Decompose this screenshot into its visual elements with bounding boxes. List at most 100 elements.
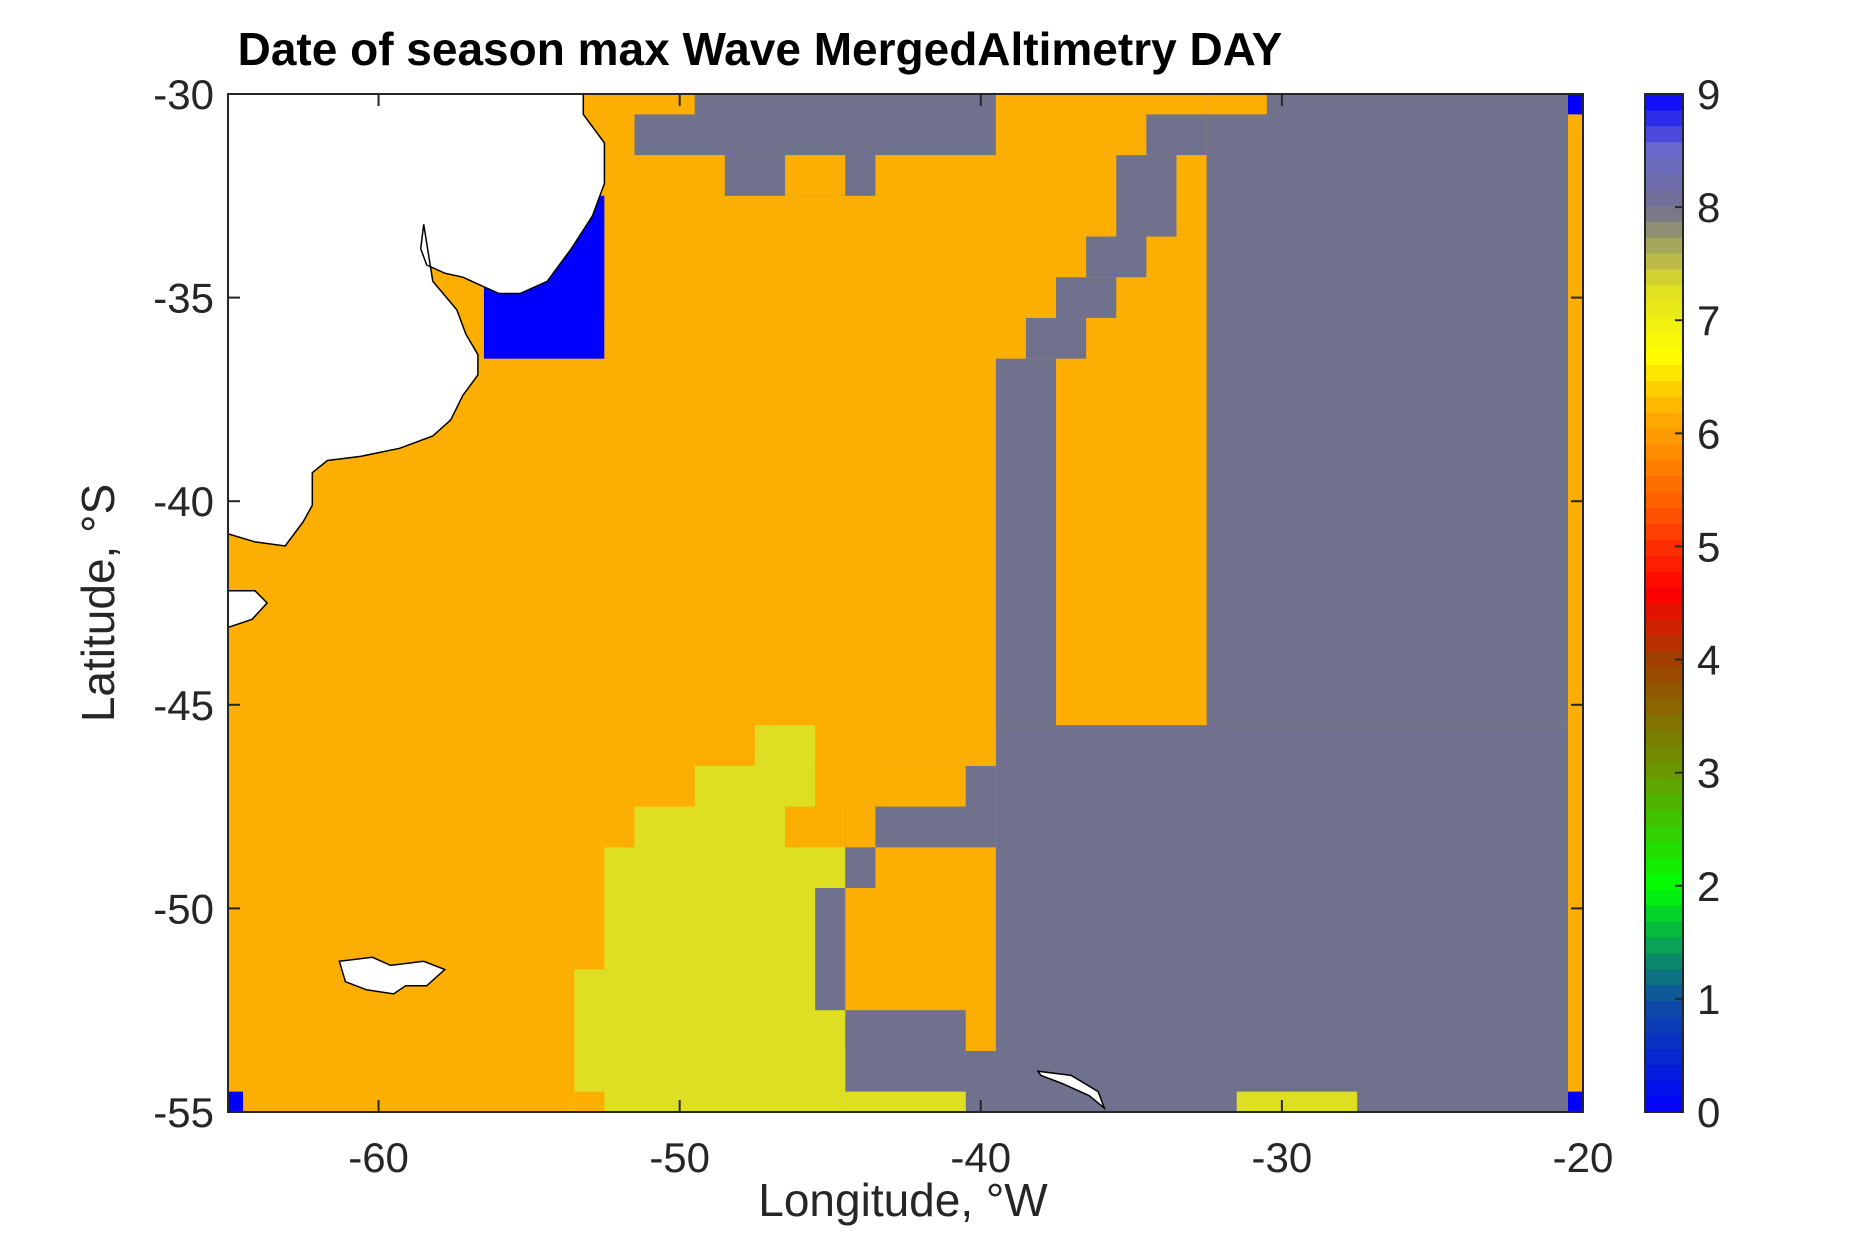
colorbar-band (1645, 1016, 1683, 1034)
x-axis: -60 -50 -40 -30 -20 (348, 94, 1613, 1181)
colorbar-tick-label: 0 (1697, 1089, 1720, 1136)
colorbar-tick-label: 3 (1697, 750, 1720, 797)
colorbar-band (1645, 205, 1683, 222)
colorbar-band (1645, 237, 1683, 254)
colorbar-band (1645, 94, 1683, 111)
colorbar-band (1645, 1064, 1683, 1081)
colorbar-band (1645, 857, 1683, 875)
colorbar-band (1645, 555, 1683, 572)
south-america-coastline (227, 93, 606, 547)
colorbar: 0 1 2 3 4 5 6 7 8 9 (1644, 71, 1720, 1136)
colorbar-band (1645, 1000, 1683, 1018)
colorbar-tick-label: 5 (1697, 523, 1720, 570)
colorbar-band (1645, 157, 1683, 175)
colorbar-band (1645, 109, 1683, 127)
heatmap-region-8-step-2 (815, 888, 846, 1011)
heatmap-region-8-step-10 (1116, 155, 1177, 237)
colorbar-band (1645, 1080, 1683, 1097)
colorbar-band (1645, 443, 1683, 461)
heatmap-region-6-step-4 (604, 317, 635, 400)
colorbar-band (1645, 1032, 1683, 1049)
south-georgia-island (1036, 1070, 1106, 1111)
colorbar-band (1645, 777, 1683, 795)
heatmap-region-8-step-4 (965, 1050, 1057, 1112)
colorbar-band (1645, 952, 1683, 970)
colorbar-band (1645, 189, 1683, 206)
heatmap-region-8-1 (1206, 94, 1568, 726)
colorbar-band (1645, 618, 1683, 636)
colorbar-band (1645, 459, 1683, 477)
colorbar-band (1645, 682, 1683, 700)
colorbar-band (1645, 475, 1683, 493)
colorbar-band (1645, 714, 1683, 731)
colorbar-band (1645, 571, 1683, 588)
colorbar-tick-label: 1 (1697, 976, 1720, 1023)
colorbar-band (1645, 905, 1683, 922)
colorbar-tick-label: 6 (1697, 410, 1720, 457)
colorbar-band (1645, 173, 1683, 191)
colorbar-band (1645, 125, 1683, 143)
colorbar-band (1645, 253, 1683, 270)
colorbar-tick-label: 7 (1697, 297, 1720, 344)
heatmap-region-8-step-7 (1025, 317, 1087, 359)
heatmap-region-6-step-8 (1206, 94, 1267, 115)
heatmap-region-8-step-5 (1056, 1091, 1117, 1112)
colorbar-band (1645, 1048, 1683, 1065)
x-tick-label: -30 (1252, 1134, 1313, 1181)
heatmap-region-8-step-9 (1086, 236, 1147, 278)
heatmap-region-7-step-5 (845, 1091, 966, 1112)
falkland-islands (338, 956, 447, 995)
colorbar-band (1645, 730, 1683, 747)
y-tick-label: -55 (153, 1089, 214, 1136)
y-tick-label: -45 (153, 682, 214, 729)
heatmap-region-6-step-3 (845, 806, 876, 848)
colorbar-band (1645, 634, 1683, 652)
heatmap-region-0-corner-2 (1567, 94, 1583, 115)
heatmap-region-6-step-1 (875, 765, 966, 807)
heatmap-region-8-step-3 (845, 1010, 966, 1092)
heatmap-region-8-step-11 (1146, 114, 1207, 156)
x-tick-label: -60 (348, 1134, 409, 1181)
colorbar-band (1645, 428, 1683, 445)
colorbar-band (1645, 762, 1683, 779)
colorbar-band (1645, 937, 1683, 954)
colorbar-band (1645, 316, 1683, 334)
colorbar-band (1645, 968, 1683, 986)
colorbar-tick-label: 2 (1697, 863, 1720, 910)
colorbar-band (1645, 507, 1683, 525)
heatmap-region-6-step-2 (815, 765, 876, 807)
colorbar-band (1645, 412, 1683, 429)
colorbar-band (1645, 889, 1683, 906)
colorbar-band (1645, 141, 1683, 159)
heatmap-region-8-0 (995, 725, 1568, 1112)
heatmap-region-6-step-6 (634, 94, 695, 115)
x-tick-label: -50 (649, 1134, 710, 1181)
chart-title: Date of season max Wave MergedAltimetry … (237, 23, 1283, 75)
colorbar-tick-label: 9 (1697, 71, 1720, 118)
colorbar-band (1645, 793, 1683, 811)
y-tick-label: -50 (153, 885, 214, 932)
colorbar-band (1645, 873, 1683, 890)
colorbar-band (1645, 746, 1683, 763)
colorbar-band (1645, 539, 1683, 556)
colorbar-band (1645, 380, 1683, 397)
heatmap-region-0-corner-0 (228, 1091, 244, 1112)
colorbar-band (1645, 364, 1683, 381)
colorbar-band (1645, 332, 1683, 350)
colorbar-band (1645, 984, 1683, 1002)
colorbar-band (1645, 809, 1683, 827)
heatmap-region-7-step-1 (754, 725, 816, 807)
colorbar-band (1645, 603, 1683, 620)
y-tick-label: -30 (153, 71, 214, 118)
colorbar-band (1645, 284, 1683, 302)
colorbar-band (1645, 650, 1683, 668)
colorbar-band (1645, 348, 1683, 366)
heatmap-region-6-step-5 (574, 1091, 605, 1112)
heatmap-region-7-step-4 (604, 1050, 846, 1112)
colorbar-band (1645, 396, 1683, 413)
colorbar-band (1645, 825, 1683, 843)
heatmap-region-7-step-3 (634, 806, 695, 889)
colorbar-band (1645, 587, 1683, 604)
